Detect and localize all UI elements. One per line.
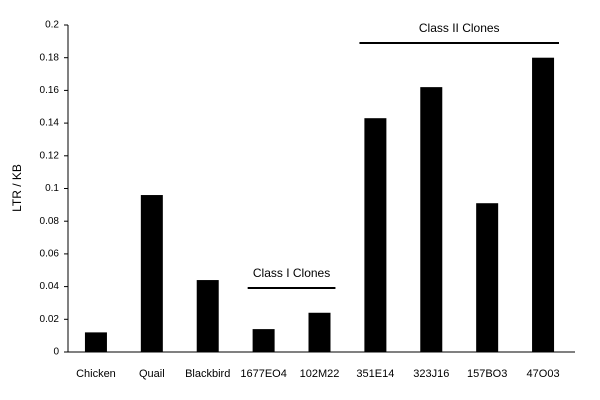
y-tick-label: 0.02 <box>40 314 60 325</box>
annotation: Class I Clones <box>253 266 330 280</box>
bar <box>532 57 555 352</box>
bar <box>420 87 443 352</box>
x-tick-label: 102M22 <box>300 368 340 380</box>
x-tick-label: 157BO3 <box>467 368 507 380</box>
y-tick-label: 0.04 <box>40 281 60 292</box>
x-tick-label: Blackbird <box>185 368 230 380</box>
y-tick-label: 0 <box>53 347 59 358</box>
y-tick-label: 0.14 <box>40 118 60 129</box>
x-tick-label: Chicken <box>76 368 116 380</box>
bar <box>308 312 331 352</box>
annotation: Class II Clones <box>419 21 500 35</box>
x-tick-label: 47O03 <box>527 368 560 380</box>
y-tick-label: 0.12 <box>40 150 60 161</box>
x-tick-label: 323J16 <box>413 368 449 380</box>
bar <box>364 118 387 352</box>
y-tick-label: 0.08 <box>40 216 60 227</box>
bar <box>196 280 219 352</box>
y-tick-label: 0.1 <box>45 183 59 194</box>
y-tick-label: 0.2 <box>45 20 59 31</box>
x-tick-label: 351E14 <box>356 368 394 380</box>
bar <box>140 195 163 352</box>
y-axis-label: LTR / KB <box>10 164 24 212</box>
bar <box>476 203 499 352</box>
y-tick-label: 0.06 <box>40 249 60 260</box>
x-tick-label: Quail <box>139 368 165 380</box>
bar <box>252 329 275 352</box>
y-tick-label: 0.18 <box>40 52 60 63</box>
bar <box>84 332 107 352</box>
x-tick-label: 1677EO4 <box>240 368 286 380</box>
y-tick-label: 0.16 <box>40 85 60 96</box>
